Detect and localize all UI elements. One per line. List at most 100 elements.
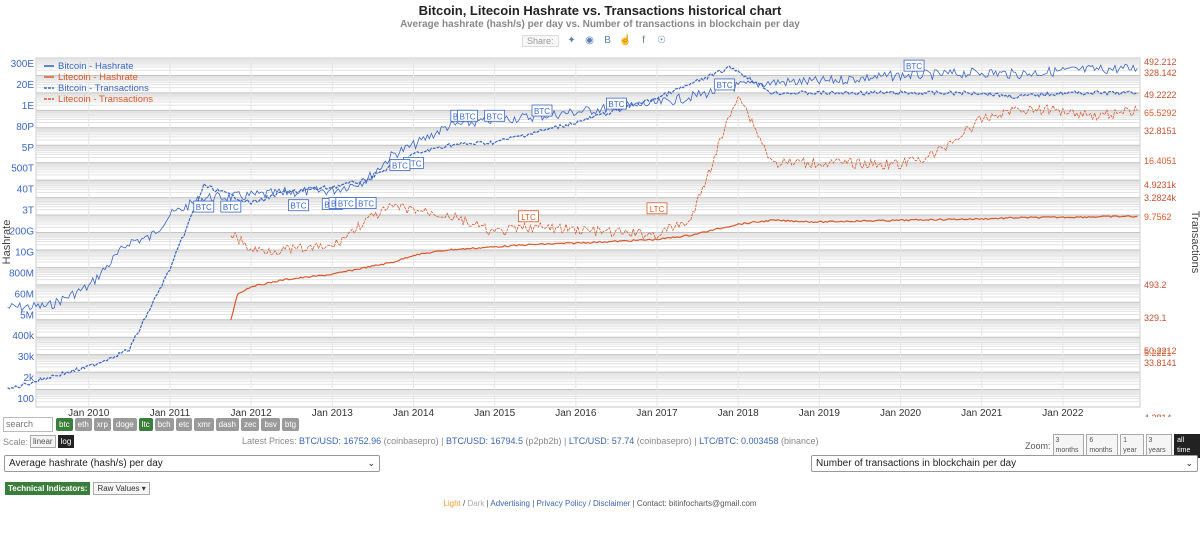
latest-prices: Latest Prices: BTC/USD: 16752.96 (coinba… xyxy=(242,436,819,446)
annotation-flag xyxy=(484,109,506,122)
like-icon[interactable]: ☝ xyxy=(619,35,632,46)
right-metric-select[interactable]: Number of transactions in blockchain per… xyxy=(811,455,1198,472)
coin-xmr-button[interactable]: xmr xyxy=(194,418,214,431)
ltc-usd-price[interactable]: LTC/USD: 57.74 xyxy=(568,436,635,446)
y-tick-label: 5P xyxy=(22,143,35,154)
left-metric-select[interactable]: Average hashrate (hash/s) per day ⌄ xyxy=(4,455,380,472)
annotation-flag xyxy=(193,200,215,213)
annotation-label: BTC xyxy=(460,112,476,121)
chart-subtitle: Average hashrate (hash/s) per day vs. Nu… xyxy=(400,19,800,30)
y2-axis-label: Transactions xyxy=(1189,211,1200,274)
annotation-label: BTC xyxy=(906,62,922,71)
x-tick-label: Jan 2018 xyxy=(718,408,760,417)
technical-indicators-button[interactable]: Technical Indicators: xyxy=(5,482,91,495)
coin-ltc-button[interactable]: ltc xyxy=(138,418,153,431)
reddit-icon[interactable]: ◉ xyxy=(585,35,594,46)
annotation-flag xyxy=(518,210,539,223)
footer-sep: | xyxy=(530,499,537,508)
scale-linear-button[interactable]: linear xyxy=(30,435,56,448)
y2-tick-label: 65.5292 xyxy=(1144,108,1177,118)
x-tick-label: Jan 2014 xyxy=(393,408,435,417)
left-metric-value: Average hashrate (hash/s) per day xyxy=(9,458,163,469)
coin-dash-button[interactable]: dash xyxy=(215,418,239,431)
y2-tick-label: 329.1 xyxy=(1144,313,1167,323)
y-tick-label: 60M xyxy=(15,289,34,300)
y2-tick-label: 328.142 xyxy=(1144,68,1177,78)
dark-theme-link[interactable]: Dark xyxy=(467,499,485,508)
btc-usd-price[interactable]: BTC/USD: 16752.96 xyxy=(299,436,382,446)
y-axis-label: Hashrate xyxy=(1,220,13,265)
advertising-link[interactable]: Advertising xyxy=(490,499,530,508)
zoom-3-years-button[interactable]: 3 years xyxy=(1145,434,1173,458)
x-tick-label: Jan 2010 xyxy=(68,408,110,417)
chevron-down-icon: ⌄ xyxy=(1185,458,1193,468)
y-tick-label: 500T xyxy=(11,164,34,175)
share-label: Share: xyxy=(522,35,559,47)
scale-log-button[interactable]: log xyxy=(57,435,75,448)
right-metric-value: Number of transactions in blockchain per… xyxy=(816,458,1017,469)
hashrate-chart[interactable]: 300E 20E 1E 80P 5P 500T 40T 3T 200G 10G 800M 60M 5M 4… xyxy=(0,52,1200,417)
annotation-flag xyxy=(288,199,309,212)
btc-usd-price-2[interactable]: BTC/USD: 16794.5 xyxy=(445,436,524,446)
footer: Light / Dark | Advertising | Privacy Pol… xyxy=(0,499,1200,508)
coin-bch-button[interactable]: bch xyxy=(154,418,174,431)
search-input[interactable]: search xyxy=(3,417,53,432)
annotation-flag xyxy=(457,109,478,122)
y-tick-label: 1E xyxy=(22,101,35,112)
y-tick-label: 3T xyxy=(22,206,34,217)
x-tick-label: Jan 2012 xyxy=(231,408,273,417)
coin-btg-button[interactable]: btg xyxy=(281,418,300,431)
annotation-flag xyxy=(220,200,242,213)
annotation-flag xyxy=(903,59,925,72)
share-bar: Share: ✦ ◉ В ☝ f ☉ xyxy=(522,34,671,48)
weibo-icon[interactable]: ☉ xyxy=(657,35,667,46)
prices-label: Latest Prices: xyxy=(242,436,297,446)
scale-selector: Scale: linear log xyxy=(3,435,75,448)
y2-tick-label: 33.8141 xyxy=(1144,358,1177,368)
y2-tick-label: 32.8151 xyxy=(1144,126,1177,136)
price-source: (coinbasepro) | xyxy=(634,436,700,446)
light-theme-link[interactable]: Light xyxy=(443,499,461,508)
x-tick-label: Jan 2021 xyxy=(961,408,1003,417)
legend-entry: Bitcoin - Hashrate xyxy=(58,61,134,72)
privacy-link[interactable]: Privacy Policy / Disclaimer xyxy=(536,499,631,508)
annotation-label: BTC xyxy=(717,81,733,90)
raw-values-label: Raw Values xyxy=(97,484,140,493)
x-tick-label: Jan 2016 xyxy=(555,408,597,417)
coin-xrp-button[interactable]: xrp xyxy=(93,418,111,431)
zoom-1-year-button[interactable]: 1 year xyxy=(1120,434,1144,458)
twitter-icon[interactable]: ✦ xyxy=(567,35,576,46)
y-tick-label: 100 xyxy=(17,394,34,405)
x-tick-label: Jan 2020 xyxy=(880,408,922,417)
facebook-icon[interactable]: f xyxy=(642,35,645,46)
zoom-label: Zoom: xyxy=(1025,441,1051,451)
annotation-label: BTC xyxy=(338,200,354,209)
annotation-label: LTC xyxy=(650,205,665,214)
raw-values-dropdown[interactable]: Raw Values ▾ xyxy=(93,482,150,495)
chevron-down-icon: ⌄ xyxy=(367,458,375,468)
coin-eth-button[interactable]: eth xyxy=(74,418,92,431)
y2-tick-label: 493.2 xyxy=(1144,280,1167,290)
y2-tick-label: 3.2824k xyxy=(1144,193,1177,203)
ltc-btc-price[interactable]: LTC/BTC: 0.003458 xyxy=(699,436,779,446)
coin-selector: search btc eth xrp doge ltc bch etc xmr dash zec b… xyxy=(3,417,301,432)
annotation-label: BTC xyxy=(405,159,421,168)
x-tick-label: Jan 2015 xyxy=(474,408,516,417)
scale-label: Scale: xyxy=(3,436,29,447)
y-tick-label: 300E xyxy=(11,59,35,70)
y-tick-label: 30k xyxy=(18,352,35,363)
x-tick-label: Jan 2022 xyxy=(1042,408,1084,417)
series-line-2 xyxy=(7,65,1138,390)
coin-doge-button[interactable]: doge xyxy=(112,418,137,431)
coin-zec-button[interactable]: zec xyxy=(240,418,260,431)
coin-bsv-button[interactable]: bsv xyxy=(261,418,280,431)
technical-indicators: Technical Indicators: Raw Values ▾ xyxy=(5,482,150,495)
coin-btc-button[interactable]: btc xyxy=(56,418,73,431)
annotation-flag xyxy=(355,197,377,209)
chart-title: Bitcoin, Litecoin Hashrate vs. Transacti… xyxy=(418,3,782,18)
y-tick-label: 40T xyxy=(17,185,34,196)
zoom-all-time-button[interactable]: all time xyxy=(1174,434,1200,458)
x-tick-label: Jan 2011 xyxy=(150,408,191,417)
coin-etc-button[interactable]: etc xyxy=(175,418,193,431)
vk-icon[interactable]: В xyxy=(604,35,611,46)
